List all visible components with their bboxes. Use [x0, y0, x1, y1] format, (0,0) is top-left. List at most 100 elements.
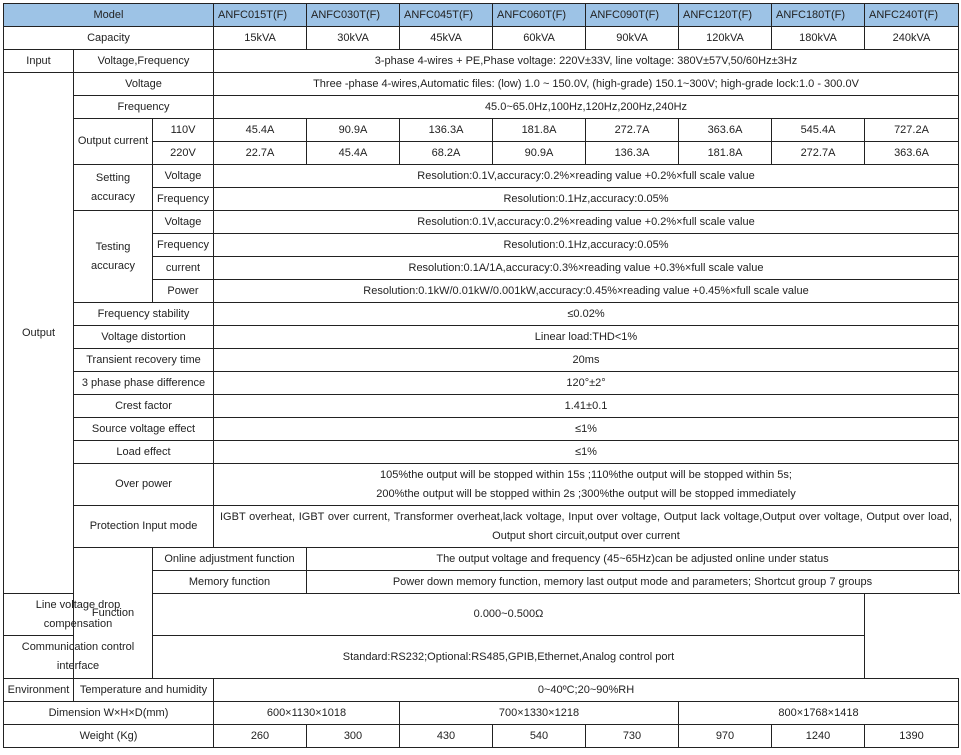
- sub-label: Frequency: [152, 187, 214, 211]
- row-value: Resolution:0.1A/1A,accuracy:0.3%×reading…: [213, 256, 959, 280]
- input-row: Input Voltage,Frequency 3-phase 4-wires …: [3, 49, 959, 73]
- capacity-value: 60kVA: [492, 26, 586, 50]
- row-label: Crest factor: [73, 394, 214, 418]
- row-label: Memory function: [152, 570, 307, 594]
- current-value: 90.9A: [492, 141, 586, 165]
- capacity-row: Capacity 15kVA 30kVA 45kVA 60kVA 90kVA 1…: [3, 26, 959, 50]
- model-label: Model: [3, 3, 214, 27]
- testing-power-row: Power Resolution:0.1kW/0.01kW/0.001kW,ac…: [4, 279, 959, 303]
- sub-label: Frequency: [152, 233, 214, 257]
- input-label: Voltage,Frequency: [73, 49, 214, 73]
- output-voltage-row: Output Voltage Three -phase 4-wires,Auto…: [3, 72, 959, 594]
- setting-voltage-row: Setting accuracy Voltage Resolution:0.1V,…: [4, 164, 959, 211]
- sub-label: Power: [152, 279, 214, 303]
- label-line: Communication control: [21, 641, 135, 653]
- setting-frequency-row: Frequency Resolution:0.1Hz,accuracy:0.05…: [4, 187, 959, 211]
- output-group-label: Output: [3, 72, 74, 594]
- sub-label: Voltage: [152, 164, 214, 188]
- row-label: Dimension W×H×D(mm): [3, 701, 214, 725]
- row-value: Resolution:0.1kW/0.01kW/0.001kW,accuracy…: [213, 279, 959, 303]
- row-value: ≤1%: [213, 417, 959, 441]
- current-value: 272.7A: [771, 141, 865, 165]
- row-label: Frequency stability: [73, 302, 214, 326]
- label-line: Line voltage drop: [35, 598, 121, 611]
- row-label: Weight (Kg): [3, 724, 214, 748]
- row-value: Resolution:0.1V,accuracy:0.2%×reading va…: [213, 210, 959, 234]
- model-header: ANFC030T(F): [306, 3, 400, 27]
- row-value: Resolution:0.1Hz,accuracy:0.05%: [213, 187, 959, 211]
- row-value: Resolution:0.1V,accuracy:0.2%×reading va…: [213, 164, 959, 188]
- testing-current-row: current Resolution:0.1A/1A,accuracy:0.3%…: [4, 256, 959, 280]
- environment-row: Environment Temperature and humidity 0~4…: [3, 678, 959, 702]
- row-label: Online adjustment function: [152, 547, 307, 571]
- testing-voltage-row: Testing accuracy Voltage Resolution:0.1V,…: [4, 210, 959, 303]
- current-value: 45.4A: [306, 141, 400, 165]
- weight-value: 970: [678, 724, 772, 748]
- phase-diff-row: 3 phase phase difference 120°±2°: [4, 371, 959, 395]
- capacity-value: 45kVA: [399, 26, 493, 50]
- weight-value: 430: [399, 724, 493, 748]
- row-label: Frequency: [73, 95, 214, 119]
- row-label: Protection Input mode: [73, 505, 214, 548]
- weight-value: 730: [585, 724, 679, 748]
- current-value: 181.8A: [492, 118, 586, 142]
- capacity-value: 180kVA: [771, 26, 865, 50]
- row-label: Over power: [73, 463, 214, 506]
- testing-frequency-row: Frequency Resolution:0.1Hz,accuracy:0.05…: [4, 233, 959, 257]
- protection-row: Protection Input mode IGBT overheat, IGB…: [4, 505, 959, 548]
- label-line: accuracy: [90, 259, 136, 272]
- output-current-110-row: Output current 110V 45.4A 90.9A 136.3A 1…: [4, 118, 959, 165]
- row-value: 45.0~65.0Hz,100Hz,120Hz,200Hz,240Hz: [213, 95, 959, 119]
- row-value: 105%the output will be stopped within 15…: [213, 463, 959, 506]
- row-value: 20ms: [213, 348, 959, 372]
- current-value: 181.8A: [678, 141, 772, 165]
- over-power-row: Over power 105%the output will be stoppe…: [4, 463, 959, 506]
- row-label: Communication control interface: [3, 635, 153, 679]
- model-header: ANFC060T(F): [492, 3, 586, 27]
- row-value: Power down memory function, memory last …: [306, 570, 959, 594]
- row-label: Output current: [73, 118, 153, 165]
- value-line: 105%the output will be stopped within 15…: [380, 468, 792, 481]
- row-label: 3 phase phase difference: [73, 371, 214, 395]
- distortion-row: Voltage distortion Linear load:THD<1%: [4, 325, 959, 349]
- current-value: 90.9A: [306, 118, 400, 142]
- current-value: 45.4A: [213, 118, 307, 142]
- row-value: 1.41±0.1: [213, 394, 959, 418]
- dimension-value: 700×1330×1218: [399, 701, 679, 725]
- current-value: 136.3A: [585, 141, 679, 165]
- row-label: Transient recovery time: [73, 348, 214, 372]
- weight-value: 1240: [771, 724, 865, 748]
- label-line: Testing: [95, 240, 131, 253]
- output-current-220-row: 220V 22.7A 45.4A 68.2A 90.9A 136.3A 181.…: [4, 141, 959, 165]
- capacity-label: Capacity: [3, 26, 214, 50]
- weight-value: 260: [213, 724, 307, 748]
- row-value: Linear load:THD<1%: [213, 325, 959, 349]
- online-row: Function Online adjustment function The …: [4, 547, 959, 679]
- current-value: 272.7A: [585, 118, 679, 142]
- value-line: 200%the output will be stopped within 2s…: [376, 487, 796, 500]
- input-value: 3-phase 4-wires + PE,Phase voltage: 220V…: [213, 49, 959, 73]
- model-header: ANFC240T(F): [864, 3, 959, 27]
- setting-accuracy-label: Setting accuracy: [73, 164, 153, 211]
- row-value: 120°±2°: [213, 371, 959, 395]
- row-value: IGBT overheat, IGBT over current, Transf…: [213, 505, 959, 548]
- comm-row: Communication control interface Standard:…: [3, 635, 959, 679]
- header-row: Model ANFC015T(F) ANFC030T(F) ANFC045T(F…: [3, 3, 959, 27]
- current-value: 545.4A: [771, 118, 865, 142]
- sub-label: 110V: [152, 118, 214, 142]
- weight-row: Weight (Kg) 260 300 430 540 730 970 1240…: [3, 724, 959, 748]
- output-frequency-row: Frequency 45.0~65.0Hz,100Hz,120Hz,200Hz,…: [4, 95, 959, 119]
- capacity-value: 90kVA: [585, 26, 679, 50]
- model-header: ANFC015T(F): [213, 3, 307, 27]
- label-line: compensation: [43, 617, 113, 630]
- row-value: ≤1%: [213, 440, 959, 464]
- current-value: 363.6A: [864, 141, 959, 165]
- current-value: 136.3A: [399, 118, 493, 142]
- crest-row: Crest factor 1.41±0.1: [4, 394, 959, 418]
- row-value: The output voltage and frequency (45~65H…: [306, 547, 959, 571]
- weight-value: 300: [306, 724, 400, 748]
- spec-table: Model ANFC015T(F) ANFC030T(F) ANFC045T(F…: [3, 3, 959, 748]
- model-header: ANFC090T(F): [585, 3, 679, 27]
- sub-label: current: [152, 256, 214, 280]
- dimension-row: Dimension W×H×D(mm) 600×1130×1018 700×13…: [3, 701, 959, 725]
